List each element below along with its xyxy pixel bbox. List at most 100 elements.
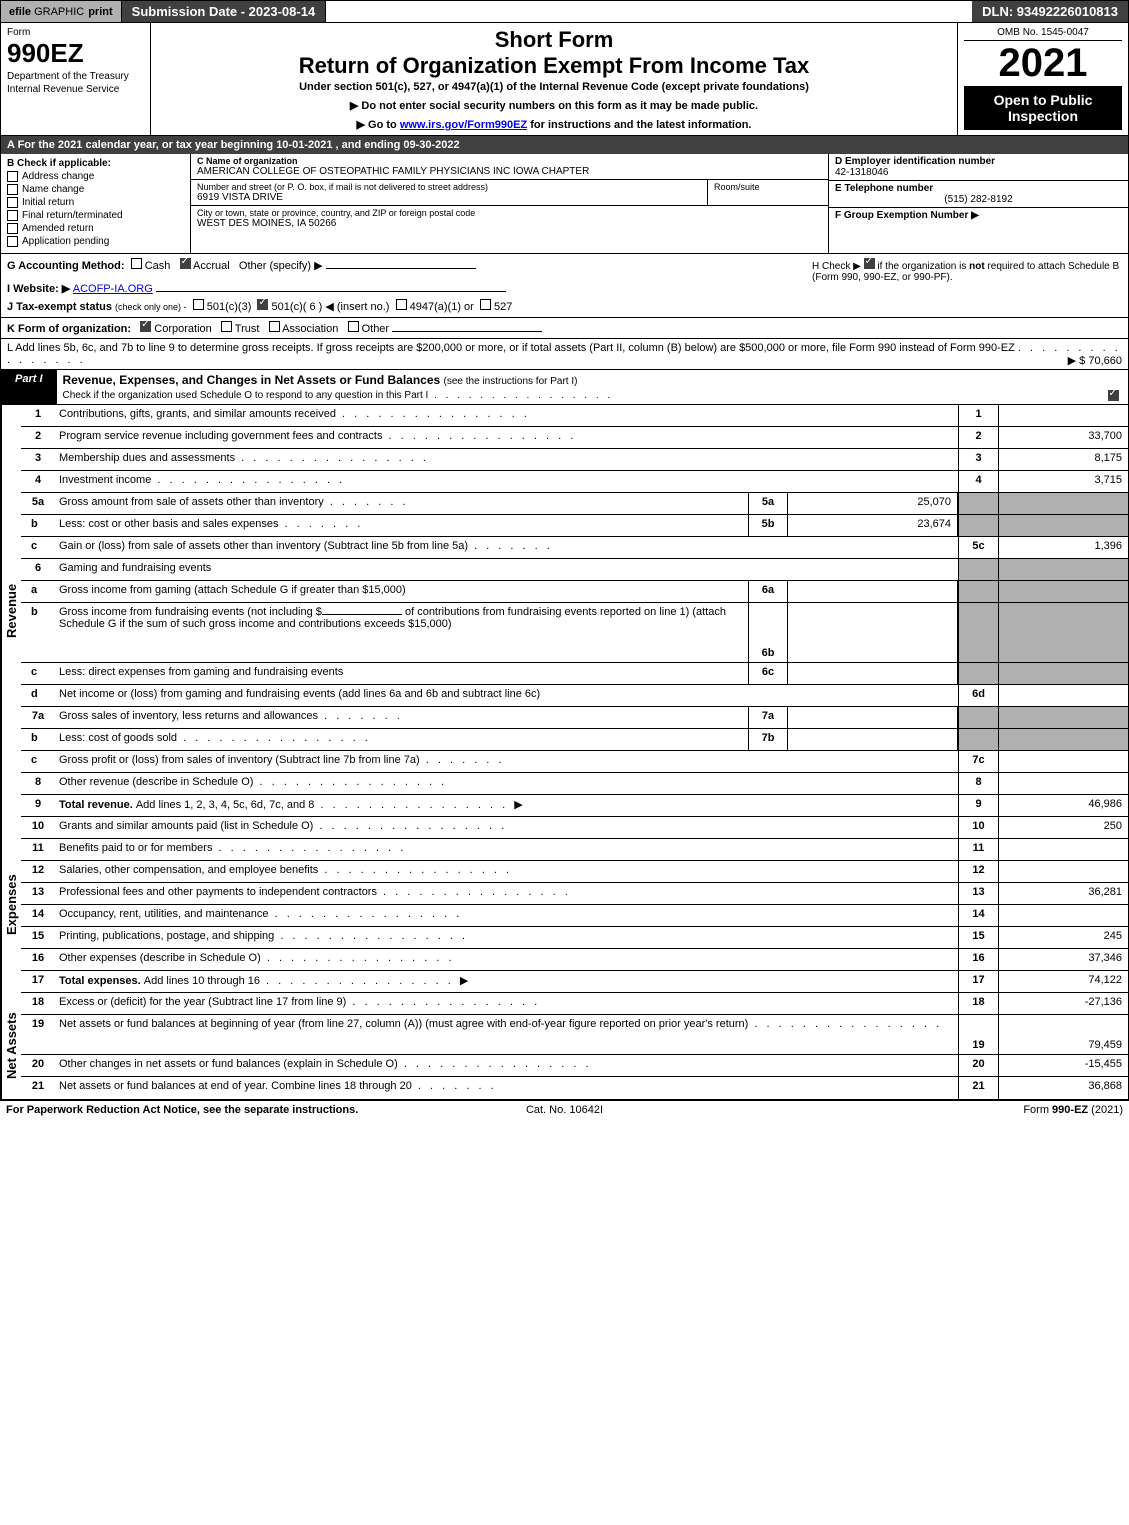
dept-1: Department of the Treasury (7, 71, 144, 82)
line-7c: c Gross profit or (loss) from sales of i… (21, 751, 1128, 773)
6b-amount-field[interactable] (322, 614, 402, 615)
check-final-return[interactable]: Final return/terminated (7, 210, 184, 221)
line-16: 16Other expenses (describe in Schedule O… (21, 949, 1128, 971)
other-method-field[interactable] (326, 268, 476, 269)
b-header: B Check if applicable: (7, 158, 184, 169)
city-label: City or town, state or province, country… (197, 208, 822, 218)
line-6c: c Less: direct expenses from gaming and … (21, 663, 1128, 685)
room-label: Room/suite (714, 182, 822, 192)
row-l: L Add lines 5b, 6c, and 7b to line 9 to … (0, 339, 1129, 370)
netassets-section: Net Assets 18Excess or (deficit) for the… (0, 993, 1129, 1100)
header-center: Short Form Return of Organization Exempt… (151, 23, 958, 135)
j-sub: (check only one) - (115, 302, 187, 312)
line-18: 18Excess or (deficit) for the year (Subt… (21, 993, 1128, 1015)
revenue-side-label: Revenue (1, 405, 21, 817)
h-text3: required to attach Schedule B (985, 261, 1120, 272)
instruct2-pre: ▶ Go to (357, 119, 400, 131)
header-right: OMB No. 1545-0047 2021 Open to Public In… (958, 23, 1128, 135)
k-other-checkbox[interactable] (348, 321, 359, 332)
part1-check-cell (1098, 370, 1128, 404)
expenses-section: Expenses 10Grants and similar amounts pa… (0, 817, 1129, 993)
k-trust-checkbox[interactable] (221, 321, 232, 332)
line-7a: 7a Gross sales of inventory, less return… (21, 707, 1128, 729)
return-title: Return of Organization Exempt From Incom… (159, 53, 949, 79)
j-527-checkbox[interactable] (480, 299, 491, 310)
line-6d: d Net income or (loss) from gaming and f… (21, 685, 1128, 707)
line-20: 20Other changes in net assets or fund ba… (21, 1055, 1128, 1077)
f-row: F Group Exemption Number ▶ (829, 208, 1128, 223)
accrual-checkbox[interactable] (180, 258, 191, 269)
section-bcdef: B Check if applicable: Address change Na… (0, 154, 1129, 254)
j-501c3-checkbox[interactable] (193, 299, 204, 310)
g-line: G Accounting Method: Cash Accrual Other … (7, 258, 802, 272)
line-9: 9 Total revenue. Add lines 1, 2, 3, 4, 5… (21, 795, 1128, 817)
print-link[interactable]: print (88, 6, 112, 18)
short-form-title: Short Form (159, 27, 949, 53)
revenue-section: Revenue 1 Contributions, gifts, grants, … (0, 405, 1129, 817)
line-8: 8 Other revenue (describe in Schedule O)… (21, 773, 1128, 795)
line-10: 10Grants and similar amounts paid (list … (21, 817, 1128, 839)
c-name-label: C Name of organization (197, 156, 822, 166)
instruct2-post: for instructions and the latest informat… (527, 119, 751, 131)
j-line: J Tax-exempt status (check only one) - 5… (7, 299, 802, 313)
irs-link[interactable]: www.irs.gov/Form990EZ (400, 119, 527, 131)
d-row: D Employer identification number 42-1318… (829, 154, 1128, 181)
omb-number: OMB No. 1545-0047 (964, 27, 1122, 41)
j-4947-checkbox[interactable] (396, 299, 407, 310)
line-5c: c Gain or (loss) from sale of assets oth… (21, 537, 1128, 559)
room-cell: Room/suite (708, 180, 828, 205)
check-application-pending[interactable]: Application pending (7, 236, 184, 247)
dln-label: DLN: 93492226010813 (972, 1, 1128, 22)
gh-row: G Accounting Method: Cash Accrual Other … (7, 258, 1122, 313)
line-1: 1 Contributions, gifts, grants, and simi… (21, 405, 1128, 427)
k-label: K Form of organization: (7, 323, 131, 335)
street-label: Number and street (or P. O. box, if mail… (197, 182, 701, 192)
line-6a: a Gross income from gaming (attach Sched… (21, 581, 1128, 603)
header: Form 990EZ Department of the Treasury In… (0, 23, 1129, 136)
check-initial-return[interactable]: Initial return (7, 197, 184, 208)
part1-title: Revenue, Expenses, and Changes in Net As… (57, 370, 1098, 404)
line-12: 12Salaries, other compensation, and empl… (21, 861, 1128, 883)
check-amended-return[interactable]: Amended return (7, 223, 184, 234)
line-13: 13Professional fees and other payments t… (21, 883, 1128, 905)
h-not: not (969, 261, 985, 272)
e-row: E Telephone number (515) 282-8192 (829, 181, 1128, 208)
k-corp-checkbox[interactable] (140, 321, 151, 332)
line-2: 2 Program service revenue including gove… (21, 427, 1128, 449)
h-text4: (Form 990, 990-EZ, or 990-PF). (812, 272, 953, 283)
revenue-body: 1 Contributions, gifts, grants, and simi… (21, 405, 1128, 817)
line-7b: b Less: cost of goods sold 7b (21, 729, 1128, 751)
h-checkbox[interactable] (864, 258, 875, 269)
k-other-field[interactable] (392, 331, 542, 332)
cash-checkbox[interactable] (131, 258, 142, 269)
j-501c-checkbox[interactable] (257, 299, 268, 310)
footer-center: Cat. No. 10642I (378, 1104, 750, 1116)
k-assoc-checkbox[interactable] (269, 321, 280, 332)
phone-value: (515) 282-8192 (835, 194, 1122, 205)
street-value: 6919 VISTA DRIVE (197, 192, 701, 203)
form-number: 990EZ (7, 38, 144, 69)
part1-check-text: Check if the organization used Schedule … (63, 390, 614, 401)
tax-year: 2021 (964, 41, 1122, 86)
line-21: 21Net assets or fund balances at end of … (21, 1077, 1128, 1099)
line-3: 3 Membership dues and assessments 3 8,17… (21, 449, 1128, 471)
line-19: 19Net assets or fund balances at beginni… (21, 1015, 1128, 1055)
part1-schedule-o-checkbox[interactable] (1108, 390, 1119, 401)
section-b: B Check if applicable: Address change Na… (1, 154, 191, 253)
efile-rest: GRAPHIC (34, 6, 84, 18)
instruct-1: ▶ Do not enter social security numbers o… (159, 99, 949, 112)
check-address-change[interactable]: Address change (7, 171, 184, 182)
website-link[interactable]: ACOFP-IA.ORG (73, 283, 153, 295)
line-5b: b Less: cost or other basis and sales ex… (21, 515, 1128, 537)
org-name: AMERICAN COLLEGE OF OSTEOPATHIC FAMILY P… (197, 166, 822, 177)
d-label: D Employer identification number (835, 156, 1122, 167)
section-c: C Name of organization AMERICAN COLLEGE … (191, 154, 828, 253)
line-6: 6 Gaming and fundraising events (21, 559, 1128, 581)
h-section: H Check ▶ if the organization is not req… (802, 258, 1122, 313)
part1-label: Part I (1, 370, 57, 404)
subtitle: Under section 501(c), 527, or 4947(a)(1)… (159, 81, 949, 93)
line-4: 4 Investment income 4 3,715 (21, 471, 1128, 493)
check-name-change[interactable]: Name change (7, 184, 184, 195)
expenses-side-label: Expenses (1, 817, 21, 993)
j-label: J Tax-exempt status (7, 301, 112, 313)
